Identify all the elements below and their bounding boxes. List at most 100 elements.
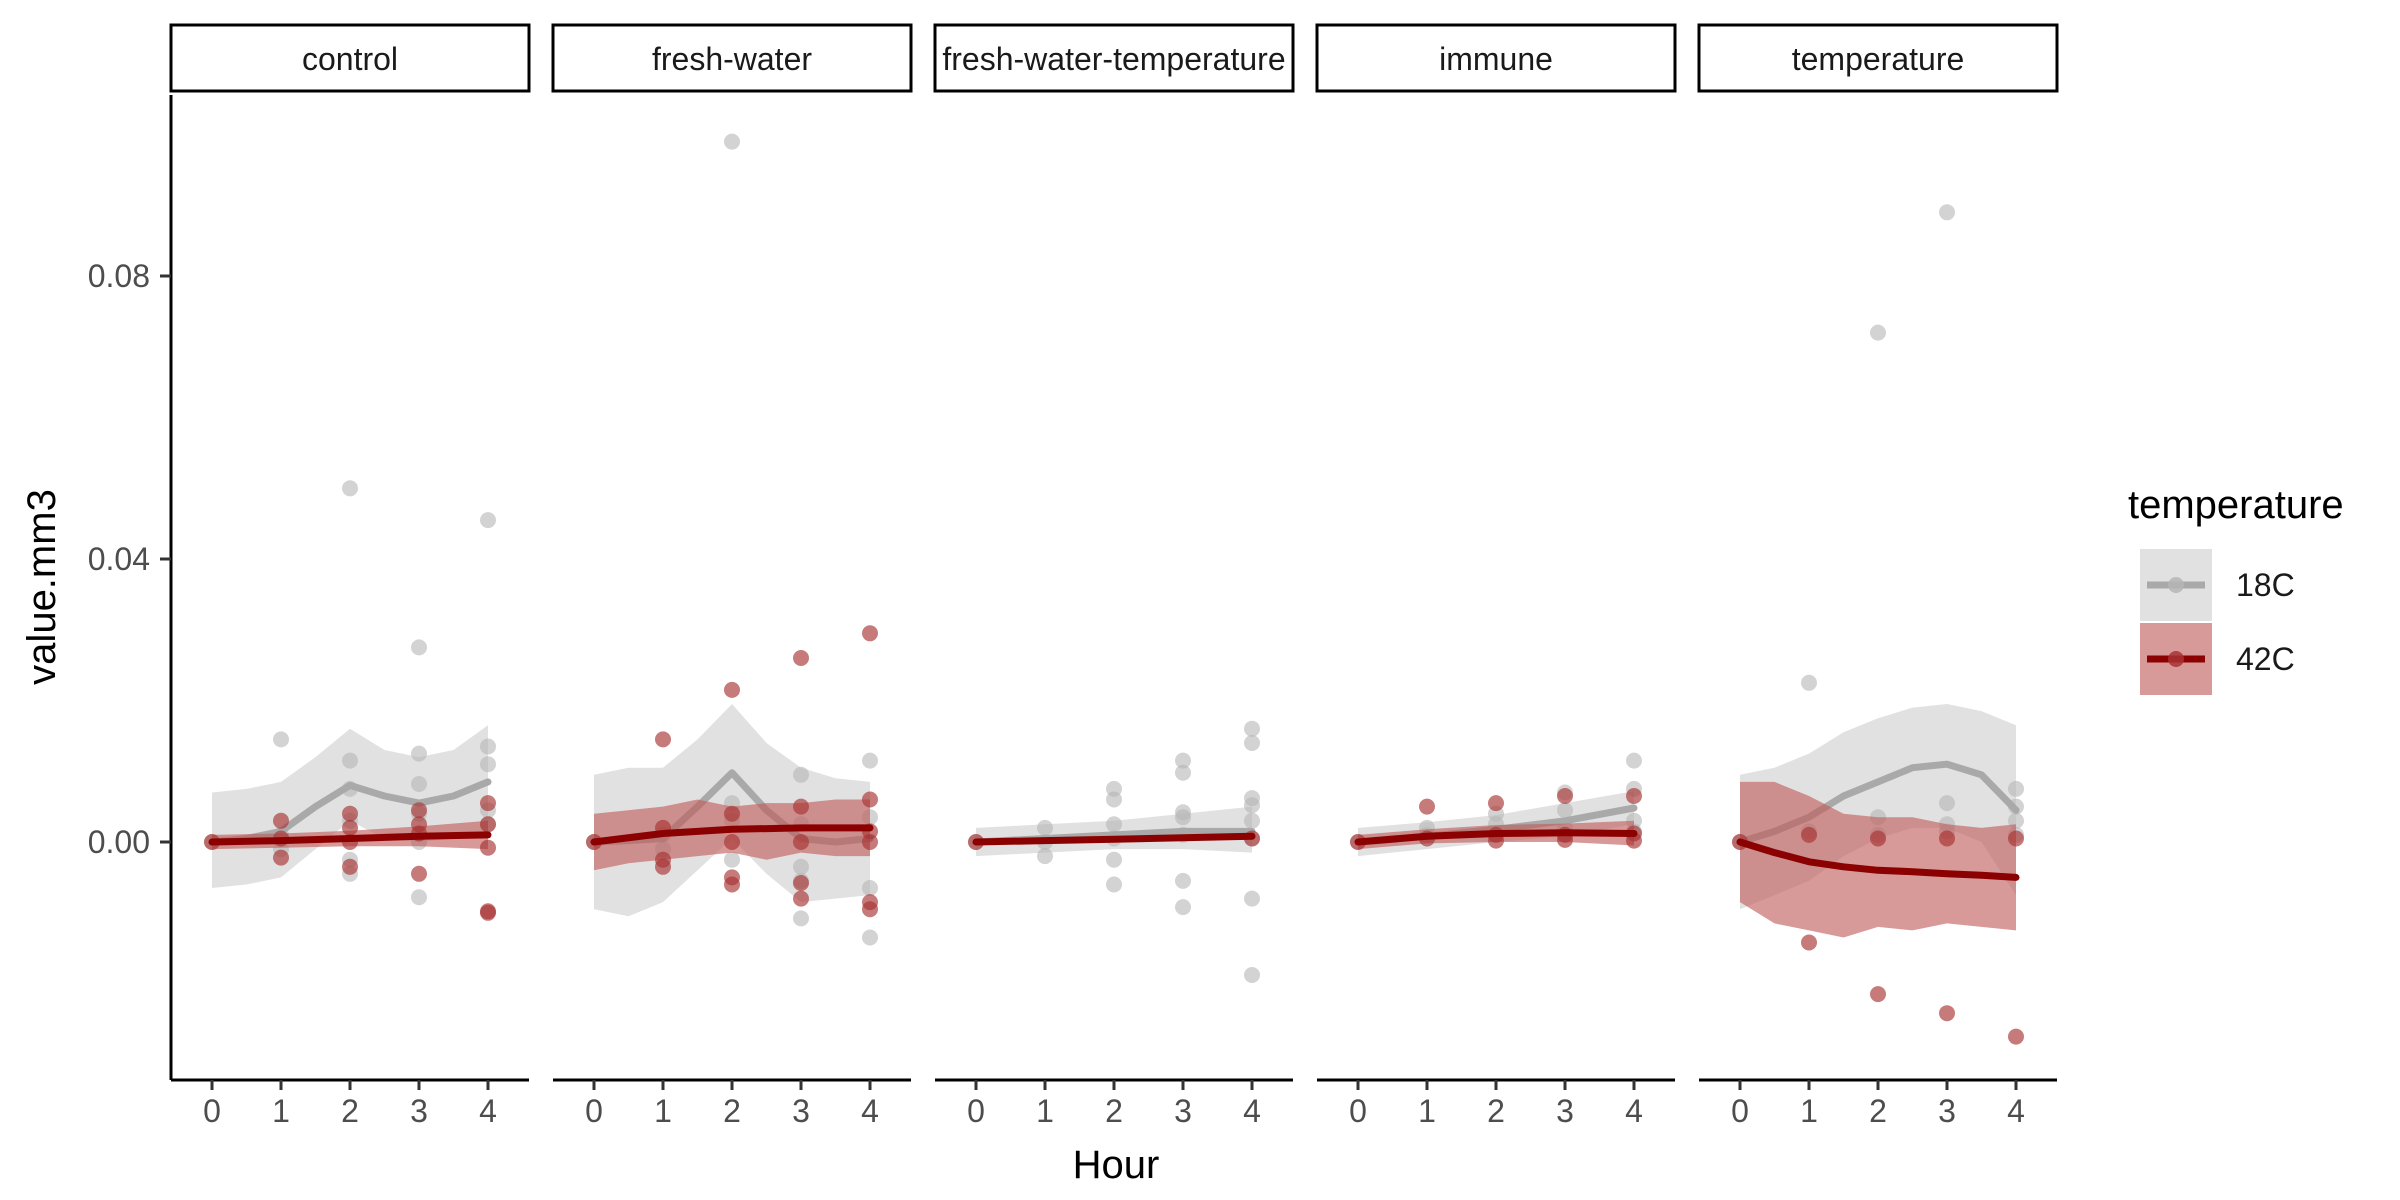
y-tick-label: 0.04 <box>88 541 150 577</box>
data-point-42C <box>724 681 740 698</box>
data-point-42C <box>862 834 878 850</box>
data-point-42C <box>1801 826 1817 843</box>
data-point-18C <box>1939 204 1955 221</box>
legend-keys: 18C 42C <box>2140 549 2295 695</box>
data-point-42C <box>1939 830 1955 847</box>
facet-panel-control: control 0 1 2 3 4 <box>169 23 531 1129</box>
facet-panel-fresh-water-temperature: fresh-water-temperature 0 1 2 3 4 <box>933 23 1295 1129</box>
data-point-18C <box>1037 848 1053 865</box>
facet-panel-fresh-water: fresh-water 0 1 2 3 4 <box>551 23 913 1129</box>
data-point-18C <box>1244 797 1260 814</box>
data-point-42C <box>342 805 358 822</box>
series-42C <box>586 625 878 918</box>
facet-strip-label: temperature <box>1792 41 1965 77</box>
x-tick-label: 1 <box>1800 1093 1818 1129</box>
data-point-42C <box>655 858 671 875</box>
data-point-42C <box>862 791 878 808</box>
data-point-18C <box>1106 851 1122 868</box>
series-42C <box>204 795 496 921</box>
data-point-42C <box>793 875 809 891</box>
x-tick-label: 4 <box>861 1093 879 1129</box>
facet-strip: control <box>169 23 531 93</box>
x-tick-label: 1 <box>272 1093 290 1129</box>
x-tick-label: 3 <box>1938 1093 1956 1129</box>
data-point-18C <box>1244 890 1260 907</box>
data-point-18C <box>411 776 427 792</box>
facet-strip-box <box>1315 23 1677 93</box>
x-axis: 0 1 2 3 4 <box>1317 1078 1675 1129</box>
data-point-18C <box>724 851 740 868</box>
data-point-18C <box>862 929 878 946</box>
x-axis: 0 1 2 3 4 <box>1699 1078 2057 1129</box>
x-tick-label: 2 <box>1487 1093 1505 1129</box>
data-point-42C <box>1557 788 1573 804</box>
data-point-18C <box>1037 819 1053 836</box>
legend-label-18C: 18C <box>2236 567 2295 603</box>
x-tick-label: 3 <box>1556 1093 1574 1129</box>
data-point-18C <box>862 752 878 769</box>
facet-panel-immune: immune 0 1 2 3 4 <box>1315 23 1677 1129</box>
facet-strip-box <box>933 23 1295 93</box>
smooth-line-42C <box>1354 829 1638 846</box>
data-point-18C <box>411 639 427 656</box>
data-point-42C <box>273 812 289 829</box>
data-point-18C <box>1175 809 1191 826</box>
data-point-18C <box>480 512 496 529</box>
series-42C <box>968 830 1260 850</box>
smooth-line-42C <box>590 824 874 846</box>
y-axis-title: value.mm3 <box>20 489 64 685</box>
data-point-42C <box>793 650 809 666</box>
y-tick-label: 0.00 <box>88 824 150 860</box>
data-point-18C <box>1244 812 1260 829</box>
data-point-18C <box>793 766 809 783</box>
data-point-42C <box>1488 795 1504 812</box>
x-tick-label: 4 <box>1625 1093 1643 1129</box>
facet-strip-label: control <box>302 41 398 77</box>
legend-point-42C <box>2168 651 2184 667</box>
facet-strip: immune <box>1315 23 1677 93</box>
data-point-42C <box>724 834 740 850</box>
data-point-42C <box>411 865 427 882</box>
facet-panel-temperature: temperature 0 1 2 3 4 <box>1697 23 2059 1129</box>
data-point-42C <box>411 802 427 819</box>
data-point-18C <box>2008 780 2024 797</box>
facet-strip: fresh-water <box>551 23 913 93</box>
data-point-18C <box>1244 967 1260 983</box>
data-point-18C <box>1175 872 1191 889</box>
data-point-42C <box>273 849 289 866</box>
data-point-18C <box>1939 795 1955 812</box>
facet-strip: fresh-water-temperature <box>933 23 1295 93</box>
x-tick-label: 2 <box>1869 1093 1887 1129</box>
x-tick-label: 0 <box>585 1093 603 1129</box>
data-point-42C <box>793 890 809 907</box>
data-point-42C <box>1626 788 1642 804</box>
facet-strip-label: fresh-water-temperature <box>942 41 1285 77</box>
x-tick-label: 3 <box>1174 1093 1192 1129</box>
facet-strip-label: fresh-water <box>652 41 812 77</box>
x-tick-label: 0 <box>1349 1093 1367 1129</box>
data-point-18C <box>342 752 358 769</box>
legend-key-18C: 18C <box>2140 549 2295 621</box>
data-point-42C <box>1939 1005 1955 1022</box>
confidence-band-42C <box>1740 781 2016 938</box>
data-point-42C <box>480 839 496 856</box>
x-tick-label: 4 <box>2007 1093 2025 1129</box>
x-axis: 0 1 2 3 4 <box>935 1078 1293 1129</box>
y-axis-ticks: 0.00 0.04 0.08 <box>88 258 171 860</box>
data-point-18C <box>1106 816 1122 833</box>
legend-point-18C <box>2168 577 2184 593</box>
data-point-42C <box>1870 986 1886 1003</box>
data-point-18C <box>1557 802 1573 819</box>
legend: temperature 18C 42C <box>2128 483 2344 695</box>
data-point-42C <box>1870 830 1886 847</box>
data-point-18C <box>1106 791 1122 808</box>
x-tick-label: 1 <box>1036 1093 1054 1129</box>
data-point-42C <box>655 731 671 748</box>
data-point-42C <box>480 816 496 833</box>
legend-key-42C: 42C <box>2140 623 2295 695</box>
facet-strip-box <box>1697 23 2059 93</box>
x-tick-label: 2 <box>341 1093 359 1129</box>
legend-label-42C: 42C <box>2236 641 2295 677</box>
data-point-42C <box>724 876 740 893</box>
